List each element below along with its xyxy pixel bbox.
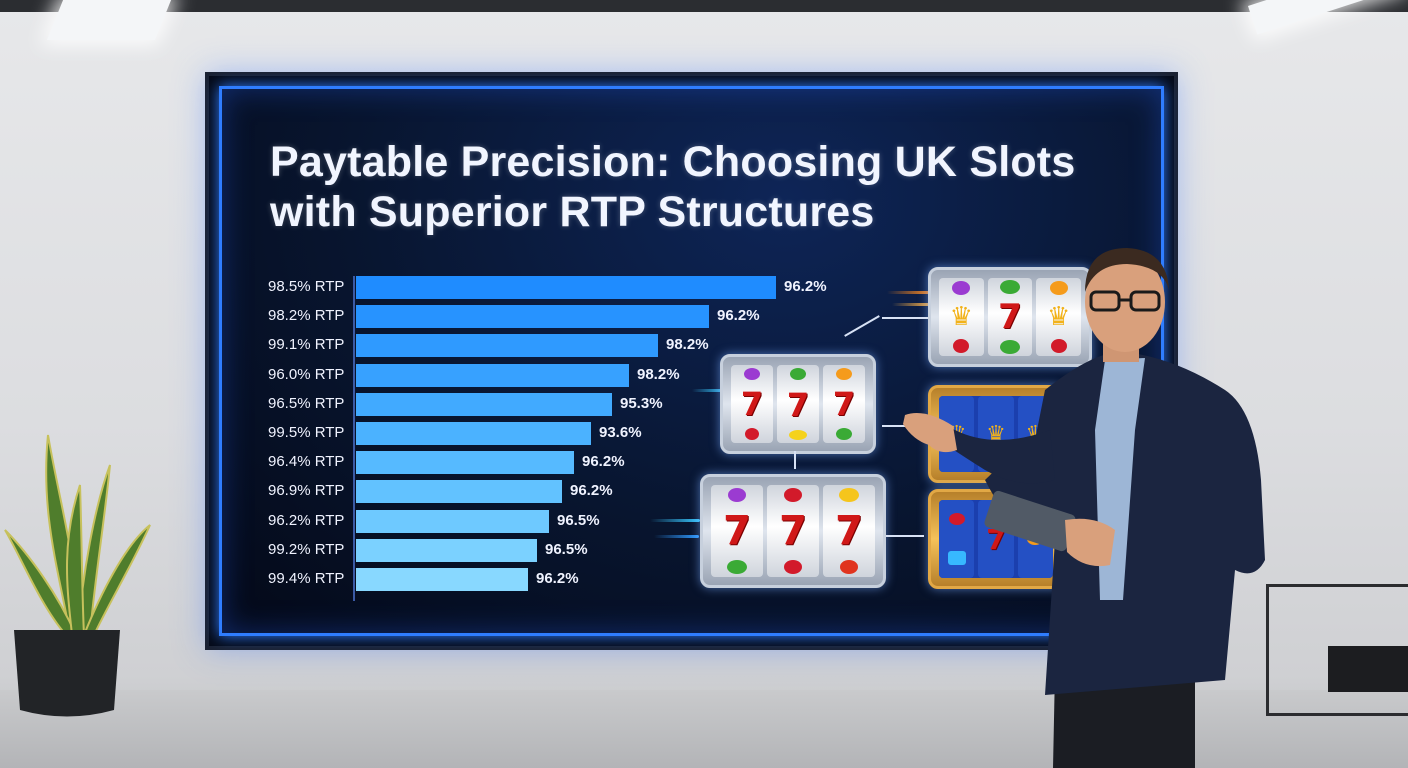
ceiling-light-left xyxy=(46,0,172,40)
motion-streak xyxy=(887,291,932,294)
rtp-value-label: 98.2% xyxy=(637,365,680,383)
grape-icon xyxy=(728,488,746,502)
ceiling xyxy=(0,0,1408,12)
glasses-icon xyxy=(1089,290,1161,312)
banana-icon xyxy=(789,430,807,440)
rtp-bar xyxy=(356,305,709,329)
rtp-category-label: 99.4% RTP xyxy=(268,570,345,587)
crown-icon: ♛ xyxy=(1047,301,1071,332)
connector-line xyxy=(794,451,796,469)
presenter-hand xyxy=(903,413,957,453)
connector-line xyxy=(886,535,924,537)
plant-pot xyxy=(14,630,120,717)
glass-table xyxy=(1266,584,1408,716)
rtp-bar xyxy=(356,538,537,562)
chart-axis xyxy=(353,276,355,601)
orange-icon xyxy=(1049,281,1068,296)
rtp-category-label: 99.1% RTP xyxy=(268,336,345,354)
seven-icon: 7 xyxy=(786,386,810,424)
tablet-icon xyxy=(984,490,1076,552)
rtp-value-label: 96.2% xyxy=(717,307,760,325)
title-line-1: Paytable Precision: Choosing UK Slots xyxy=(270,138,1076,186)
motion-streak xyxy=(654,535,699,538)
rtp-category-label: 98.5% RTP xyxy=(268,278,345,295)
orange-icon xyxy=(836,367,852,380)
connector-line xyxy=(844,315,880,337)
rtp-bar xyxy=(356,480,562,504)
lemon-icon xyxy=(839,488,859,502)
seven-icon: 7 xyxy=(723,508,751,554)
potted-plant xyxy=(4,434,151,717)
plant-leaves xyxy=(4,434,151,636)
slot-reel-sevens-small: 7 7 7 xyxy=(720,354,876,454)
melon-icon xyxy=(727,560,747,574)
cherry-icon xyxy=(953,338,970,353)
rtp-bar xyxy=(356,363,629,387)
rtp-category-label: 99.5% RTP xyxy=(268,424,345,441)
rtp-bar xyxy=(356,334,658,358)
rtp-category-label: 96.0% RTP xyxy=(268,365,345,383)
rtp-value-label: 96.2% xyxy=(582,453,625,471)
screen-frame: Paytable Precision: Choosing UK Slots wi… xyxy=(219,86,1164,636)
gem-icon xyxy=(947,551,966,565)
rtp-value-label: 96.5% xyxy=(545,540,588,558)
grape-icon xyxy=(952,281,971,296)
rtp-bar xyxy=(356,509,549,533)
strawberry-icon xyxy=(784,488,802,502)
presenter-hand-right xyxy=(1065,518,1115,567)
rtp-value-label: 96.2% xyxy=(570,482,613,500)
display-screen: Paytable Precision: Choosing UK Slots wi… xyxy=(205,72,1178,650)
rtp-value-label: 98.2% xyxy=(666,336,709,354)
seven-icon: 7 xyxy=(779,508,807,554)
rtp-category-label: 99.2% RTP xyxy=(268,540,345,558)
strawberry-icon xyxy=(948,513,965,525)
motion-streak xyxy=(650,519,700,522)
rtp-value-label: 95.3% xyxy=(620,394,663,412)
melon-icon xyxy=(790,368,806,380)
crown-icon: ♛ xyxy=(949,301,973,332)
connector-line xyxy=(882,317,928,319)
rtp-bar xyxy=(356,422,591,445)
tomato-icon xyxy=(840,560,858,574)
screen-title: Paytable Precision: Choosing UK Slots wi… xyxy=(270,137,1075,237)
rtp-bar xyxy=(356,276,776,299)
cherry-icon xyxy=(745,428,759,441)
grape-icon xyxy=(744,367,760,380)
rtp-bar xyxy=(356,568,528,591)
slot-reel-crowns: ♛ 7 ♛ xyxy=(928,267,1092,367)
melon-icon xyxy=(1000,340,1020,355)
motion-streak xyxy=(892,303,932,306)
rtp-category-label: 96.9% RTP xyxy=(268,482,345,500)
seven-icon: 7 xyxy=(998,296,1022,337)
table-box xyxy=(1328,646,1408,692)
rtp-category-label: 96.4% RTP xyxy=(268,453,345,471)
rtp-category-label: 96.2% RTP xyxy=(268,511,345,529)
cherry-icon xyxy=(1050,338,1067,353)
presenter-head xyxy=(1085,252,1165,352)
title-line-2: with Superior RTP Structures xyxy=(270,188,875,236)
connector-line xyxy=(882,425,922,427)
rtp-bar xyxy=(356,392,612,416)
melon-icon xyxy=(1000,279,1020,294)
rtp-value-label: 96.2% xyxy=(536,570,579,587)
rtp-value-label: 93.6% xyxy=(599,424,642,441)
slot-reel-sevens-large: 7 7 7 xyxy=(700,474,886,588)
seven-icon: 7 xyxy=(835,508,863,554)
rtp-value-label: 96.5% xyxy=(557,511,600,529)
rtp-value-label: 96.2% xyxy=(784,278,827,295)
presenter xyxy=(903,248,1265,768)
strawberry-icon xyxy=(784,560,802,574)
presenter-trousers xyxy=(1053,670,1195,768)
rtp-category-label: 98.2% RTP xyxy=(268,307,345,325)
melon-icon xyxy=(836,428,852,441)
rtp-category-label: 96.5% RTP xyxy=(268,394,345,412)
rtp-bar xyxy=(356,451,574,475)
motion-streak xyxy=(692,389,727,392)
seven-icon: 7 xyxy=(832,384,856,423)
seven-icon: 7 xyxy=(740,384,764,423)
presenter-hair xyxy=(1085,248,1169,292)
